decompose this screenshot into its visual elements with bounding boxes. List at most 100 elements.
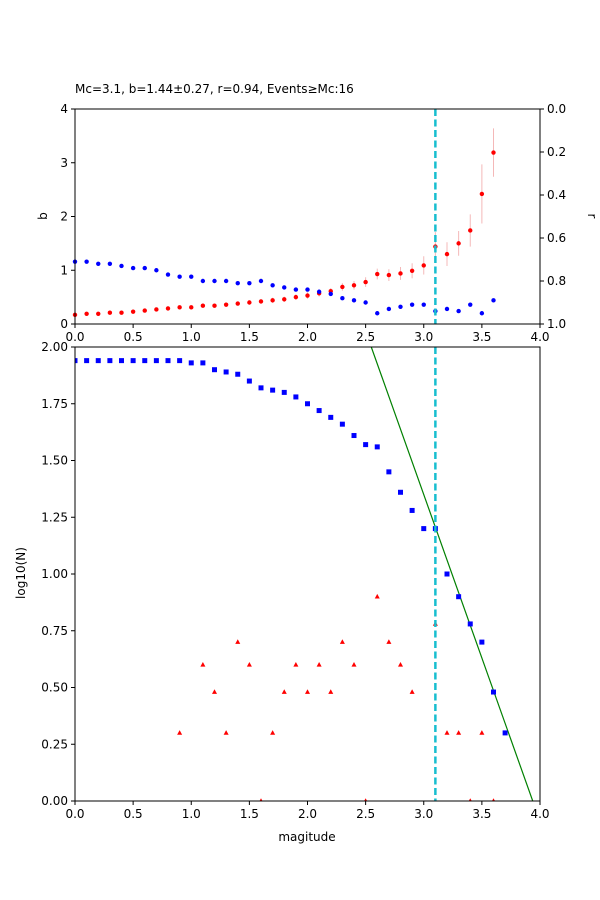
top-x-tick-label: 0.5 (124, 330, 143, 344)
top-b-point (468, 228, 473, 233)
top-b-point (200, 303, 206, 308)
bottom-y-tick-label: 1.25 (41, 510, 68, 524)
top-y-tick-label: 0 (60, 317, 68, 331)
bottom-noncumulative-point (386, 639, 392, 644)
bottom-x-tick-label: 1.0 (182, 807, 201, 821)
bottom-y-tick-label: 0.25 (41, 737, 68, 751)
top-y-tick-label: 2 (60, 210, 68, 224)
top-b-point (165, 306, 171, 311)
top-r-point (119, 263, 124, 269)
top-right-y-tick-label: 0.0 (547, 102, 566, 116)
top-r-point (468, 302, 473, 307)
bottom-x-tick-label: 2.0 (298, 807, 317, 821)
bottom-y-tick-label: 0.50 (41, 681, 68, 695)
bottom-noncumulative-point (212, 689, 217, 694)
bottom-x-tick-label: 4.0 (530, 807, 549, 821)
bottom-cumulative-point (84, 358, 90, 364)
top-r-point (200, 278, 206, 284)
top-r-point (270, 283, 275, 288)
top-x-tick-label: 1.5 (240, 330, 259, 344)
bottom-noncumulative-point (281, 689, 287, 694)
top-x-tick-label: 4.0 (530, 330, 549, 344)
bottom-noncumulative-point (316, 662, 322, 667)
bottom-noncumulative-point (339, 639, 345, 644)
top-r-point (363, 300, 368, 305)
top-right-y-tick-label: 0.2 (547, 145, 566, 159)
top-right-y-tick-label: 0.8 (547, 274, 566, 288)
bottom-y-tick-label: 1.50 (41, 454, 68, 468)
bottom-noncumulative-point (456, 730, 462, 735)
bottom-cumulative-point (177, 358, 183, 364)
bottom-x-tick-label: 3.0 (414, 807, 433, 821)
top-r-point (258, 278, 264, 284)
bottom-cumulative-point (351, 433, 357, 439)
top-right-y-tick-label: 0.6 (547, 231, 566, 245)
bottom-y-tick-label: 1.00 (41, 567, 68, 581)
bottom-noncumulative-point (364, 798, 368, 801)
top-r-point (142, 265, 147, 271)
top-r-point (293, 287, 299, 292)
top-b-point (340, 284, 345, 290)
top-x-tick-label: 2.5 (356, 330, 375, 344)
top-r-point (375, 311, 380, 316)
top-x-tick-label: 2.0 (298, 330, 317, 344)
bottom-x-tick-label: 3.5 (472, 807, 491, 821)
bottom-cumulative-point (165, 358, 171, 364)
bottom-noncumulative-point (235, 639, 241, 644)
top-r-point (340, 296, 345, 301)
bottom-noncumulative-point (491, 798, 496, 801)
top-b-point (479, 191, 485, 197)
bottom-noncumulative-point (409, 689, 415, 694)
bottom-x-tick-label: 0.0 (65, 807, 84, 821)
top-right-y-axis-label: r (585, 214, 599, 219)
bottom-noncumulative-point (444, 730, 450, 735)
bottom-noncumulative-point (398, 662, 403, 667)
bottom-x-tick-label: 2.5 (356, 807, 375, 821)
bottom-noncumulative-point (328, 689, 334, 694)
top-b-point (282, 297, 287, 302)
top-b-point (363, 279, 368, 285)
top-r-point (130, 265, 136, 271)
bottom-cumulative-point (95, 358, 101, 364)
top-b-point (107, 310, 113, 315)
top-b-point (84, 311, 89, 316)
top-b-point (142, 308, 147, 313)
bottom-noncumulative-point (177, 730, 183, 735)
top-b-point (119, 310, 124, 315)
bottom-cumulative-point (409, 507, 415, 513)
bottom-noncumulative-point (270, 730, 276, 735)
bottom-noncumulative-point (259, 798, 263, 801)
bottom-cumulative-point (374, 444, 380, 450)
top-r-point (351, 298, 357, 303)
top-b-point (421, 263, 426, 268)
top-b-point (270, 298, 275, 303)
top-r-point (316, 289, 322, 294)
top-r-point (305, 287, 310, 292)
bottom-noncumulative-point (351, 662, 357, 667)
top-x-tick-label: 3.0 (414, 330, 433, 344)
top-right-y-tick-label: 0.4 (547, 188, 566, 202)
top-b-point (177, 305, 182, 310)
top-r-point (386, 306, 392, 312)
top-y-tick-label: 1 (60, 263, 68, 277)
top-r-point (328, 291, 333, 297)
bottom-cumulative-point (316, 408, 322, 414)
bottom-cumulative-point (456, 594, 462, 600)
bottom-cumulative-point (153, 358, 159, 364)
top-r-point (398, 304, 403, 309)
top-b-point (444, 251, 450, 257)
bottom-cumulative-point (502, 730, 508, 736)
top-r-point (409, 302, 415, 307)
top-right-y-tick-label: 1.0 (547, 317, 566, 331)
top-r-point (456, 308, 461, 314)
top-y-tick-label: 3 (60, 156, 68, 170)
top-r-point (444, 306, 450, 312)
bottom-cumulative-point (281, 389, 287, 395)
bottom-noncumulative-point (246, 662, 252, 667)
top-r-point (107, 261, 113, 266)
top-b-point (398, 271, 403, 276)
bottom-cumulative-point (223, 369, 229, 375)
bottom-cumulative-point (305, 401, 310, 407)
top-b-point (456, 241, 461, 246)
